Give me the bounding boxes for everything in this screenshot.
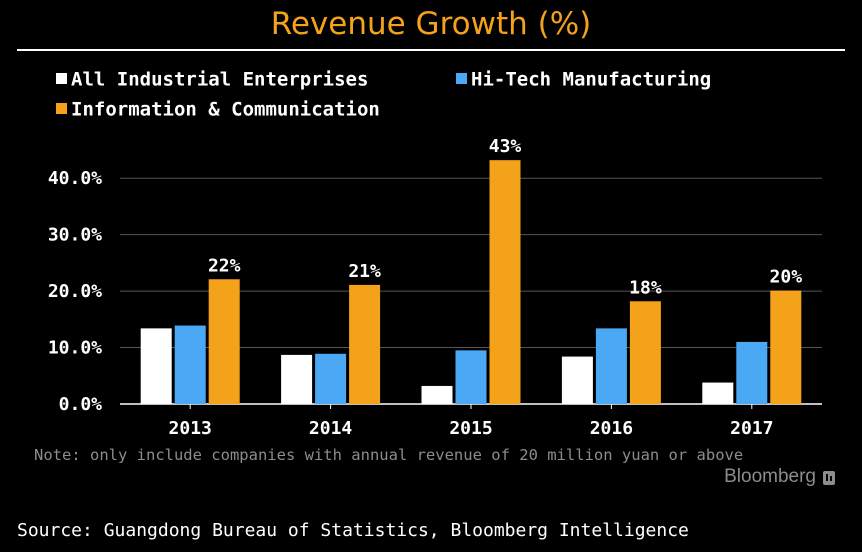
y-tick-label: 0.0%: [59, 394, 103, 415]
bar-hi-tech: [455, 350, 487, 404]
x-tick-label: 2014: [309, 418, 353, 439]
legend-label-hi-tech: Hi-Tech Manufacturing: [471, 68, 712, 91]
legend-swatch-all-industrial: [56, 73, 67, 84]
bar-all-industrial: [421, 385, 453, 404]
legend-label-all-industrial: All Industrial Enterprises: [71, 68, 369, 91]
legend-item-all-industrial: All Industrial Enterprises: [56, 68, 369, 91]
bloomberg-logo: Bloomberg: [724, 466, 816, 487]
x-tick-label: 2015: [449, 418, 492, 439]
bar-hi-tech: [736, 341, 768, 404]
bar-all-industrial: [702, 382, 734, 404]
title-divider: [17, 49, 845, 51]
legend-label-info-comm: Information & Communication: [71, 98, 380, 121]
bar-info-comm: [349, 284, 381, 404]
y-tick-label: 30.0%: [48, 225, 102, 246]
y-tick-label: 20.0%: [48, 281, 102, 302]
bar-all-industrial: [561, 356, 593, 404]
legend-swatch-info-comm: [56, 103, 67, 114]
bar-info-comm: [489, 160, 521, 404]
data-label: 18%: [629, 277, 662, 298]
y-tick-label: 40.0%: [48, 168, 102, 189]
bar-hi-tech: [174, 325, 206, 404]
chart-title: Revenue Growth (%): [270, 6, 592, 42]
bar-all-industrial: [140, 328, 172, 404]
data-label: 43%: [489, 136, 522, 157]
bar-hi-tech: [315, 353, 347, 404]
source-text: Source: Guangdong Bureau of Statistics, …: [17, 520, 689, 541]
bar-info-comm: [208, 279, 240, 404]
legend-item-hi-tech: Hi-Tech Manufacturing: [456, 68, 712, 91]
bar-hi-tech: [595, 328, 627, 404]
x-tick-label: 2017: [730, 418, 773, 439]
x-tick-label: 2013: [169, 418, 212, 439]
data-label: 20%: [770, 267, 803, 288]
bar-all-industrial: [281, 354, 313, 404]
footnote: Note: only include companies with annual…: [34, 446, 744, 464]
bar-info-comm: [770, 290, 802, 404]
legend-item-info-comm: Information & Communication: [56, 98, 380, 121]
x-tick-label: 2016: [590, 418, 633, 439]
bar-info-comm: [629, 301, 661, 404]
data-label: 21%: [348, 261, 381, 282]
legend-swatch-hi-tech: [456, 73, 467, 84]
y-tick-label: 10.0%: [48, 338, 102, 359]
data-label: 22%: [208, 255, 241, 276]
bloomberg-terminal-icon: [823, 471, 835, 485]
